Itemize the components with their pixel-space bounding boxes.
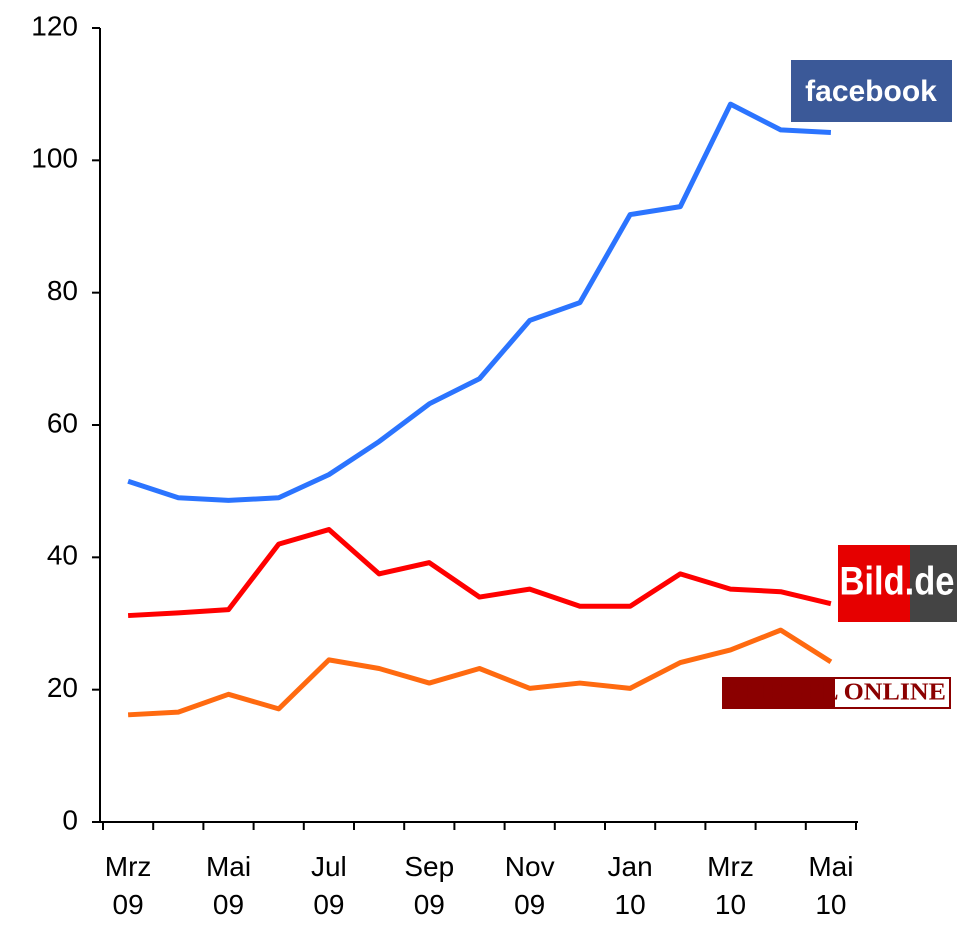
x-tick-label: Nov 09 bbox=[504, 851, 555, 920]
y-tick-label: 40 bbox=[47, 540, 78, 571]
x-tick-label: Mai 10 bbox=[808, 851, 854, 920]
y-tick-label: 100 bbox=[31, 143, 78, 174]
legend-label: Bild.de bbox=[840, 560, 955, 604]
legend-label: facebook bbox=[805, 75, 937, 108]
x-tick-label: Sep 09 bbox=[404, 851, 455, 920]
bild-logo bbox=[838, 545, 910, 622]
bild-logo bbox=[910, 545, 957, 622]
series-line bbox=[127, 101, 832, 503]
x-tick-label: Jan 10 bbox=[607, 851, 653, 920]
y-tick-label: 60 bbox=[47, 407, 78, 438]
x-tick-label: Mai 09 bbox=[205, 851, 252, 920]
x-tick-label: Mrz 10 bbox=[707, 851, 754, 920]
x-tick-label: Jul 09 bbox=[310, 851, 347, 920]
spiegel-logo bbox=[723, 678, 835, 708]
x-tick-label: Mrz 09 bbox=[104, 851, 152, 920]
series-line bbox=[127, 527, 832, 619]
y-tick-label: 120 bbox=[31, 10, 78, 41]
y-tick-label: 20 bbox=[47, 672, 78, 703]
y-tick-label: 0 bbox=[62, 804, 78, 835]
series-line bbox=[127, 627, 833, 718]
legend-label: SPIEGEL ONLINE bbox=[726, 680, 946, 706]
facebook-logo bbox=[791, 60, 952, 122]
y-tick-label: 80 bbox=[47, 275, 78, 306]
